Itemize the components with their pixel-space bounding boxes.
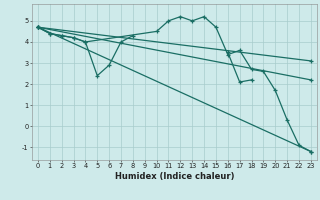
X-axis label: Humidex (Indice chaleur): Humidex (Indice chaleur): [115, 172, 234, 181]
